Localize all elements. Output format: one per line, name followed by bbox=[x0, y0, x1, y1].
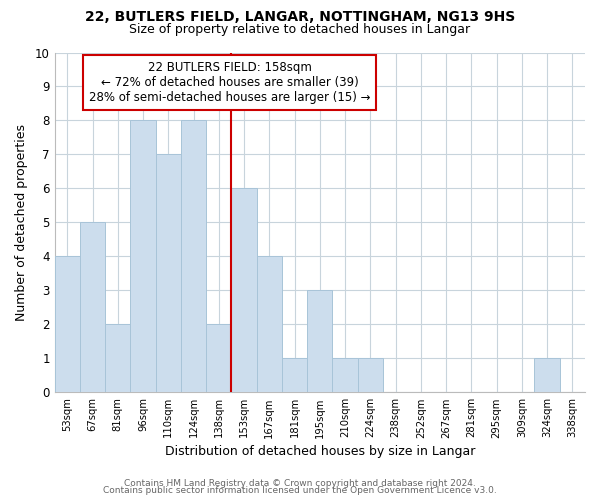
Bar bbox=[130, 120, 155, 392]
Text: Size of property relative to detached houses in Langar: Size of property relative to detached ho… bbox=[130, 22, 470, 36]
Bar bbox=[535, 358, 560, 392]
Bar bbox=[307, 290, 332, 392]
Text: Contains public sector information licensed under the Open Government Licence v3: Contains public sector information licen… bbox=[103, 486, 497, 495]
Bar bbox=[206, 324, 232, 392]
Bar bbox=[282, 358, 307, 392]
X-axis label: Distribution of detached houses by size in Langar: Distribution of detached houses by size … bbox=[164, 444, 475, 458]
Bar bbox=[105, 324, 130, 392]
Y-axis label: Number of detached properties: Number of detached properties bbox=[15, 124, 28, 321]
Text: 22, BUTLERS FIELD, LANGAR, NOTTINGHAM, NG13 9HS: 22, BUTLERS FIELD, LANGAR, NOTTINGHAM, N… bbox=[85, 10, 515, 24]
Bar bbox=[358, 358, 383, 392]
Bar bbox=[155, 154, 181, 392]
Bar bbox=[332, 358, 358, 392]
Bar bbox=[232, 188, 257, 392]
Bar bbox=[181, 120, 206, 392]
Bar bbox=[257, 256, 282, 392]
Bar bbox=[80, 222, 105, 392]
Bar bbox=[55, 256, 80, 392]
Text: 22 BUTLERS FIELD: 158sqm
← 72% of detached houses are smaller (39)
28% of semi-d: 22 BUTLERS FIELD: 158sqm ← 72% of detach… bbox=[89, 61, 370, 104]
Text: Contains HM Land Registry data © Crown copyright and database right 2024.: Contains HM Land Registry data © Crown c… bbox=[124, 478, 476, 488]
